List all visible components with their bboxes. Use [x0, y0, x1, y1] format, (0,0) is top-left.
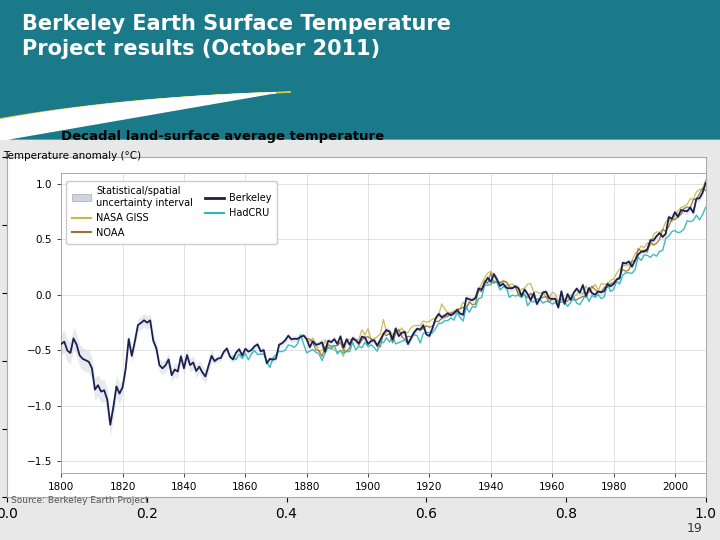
Polygon shape — [0, 93, 720, 204]
Text: Temperature anomaly (°C): Temperature anomaly (°C) — [3, 151, 141, 161]
Text: 19: 19 — [686, 522, 702, 535]
Polygon shape — [0, 92, 290, 210]
Text: Decadal land-surface average temperature: Decadal land-surface average temperature — [61, 130, 384, 143]
Legend: Statistical/spatial
uncertainty interval, NASA GISS, NOAA, Berkeley, HadCRU: Statistical/spatial uncertainty interval… — [66, 181, 277, 244]
Text: Project results (October 2011): Project results (October 2011) — [22, 39, 379, 59]
Text: Berkeley Earth Surface Temperature: Berkeley Earth Surface Temperature — [22, 14, 451, 34]
Text: Source: Berkeley Earth Project: Source: Berkeley Earth Project — [11, 496, 148, 505]
